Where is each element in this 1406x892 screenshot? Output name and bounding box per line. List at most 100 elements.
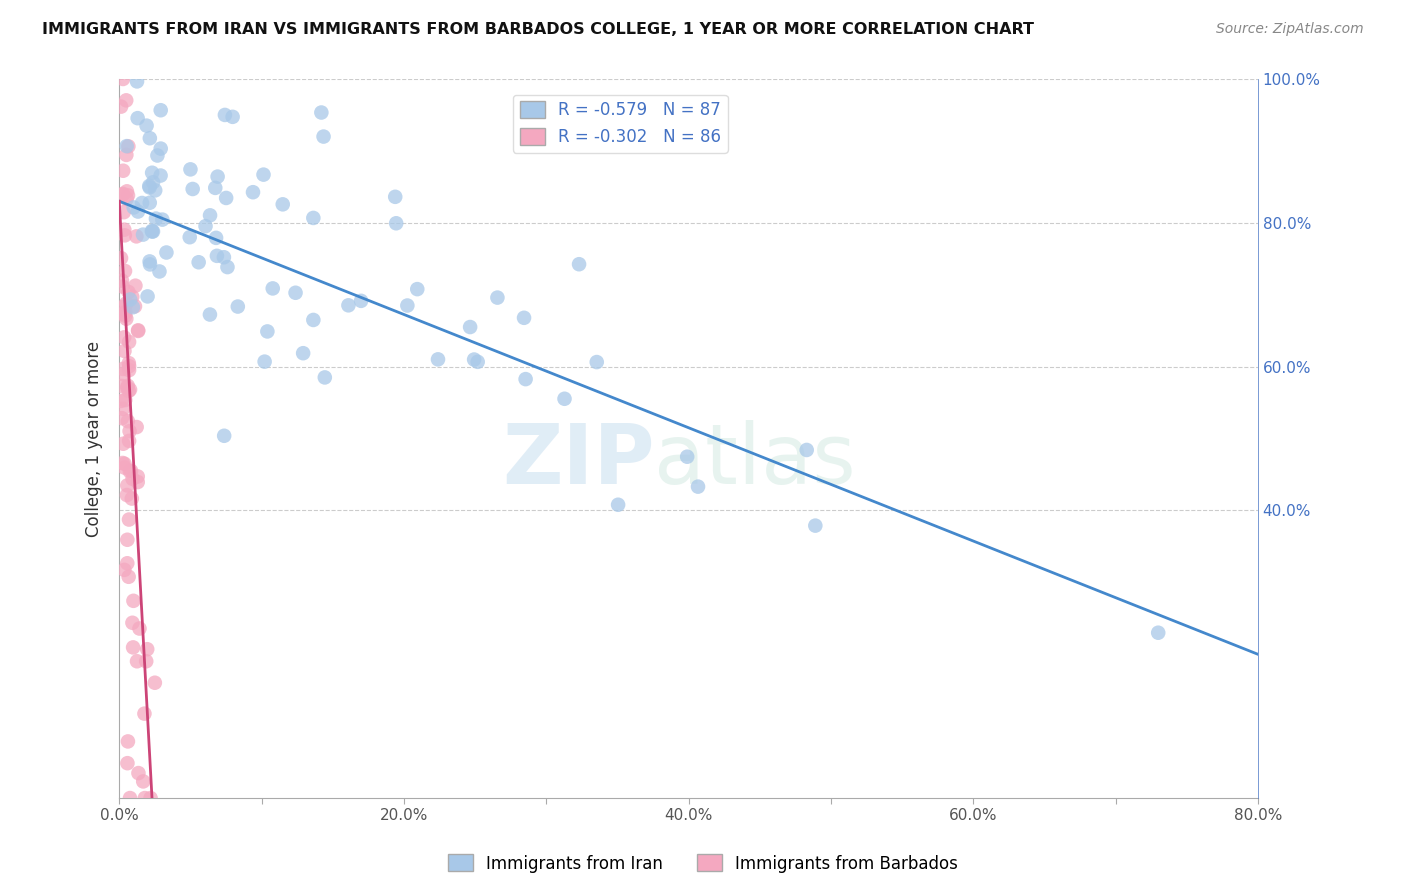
Point [194, 219, 217, 234]
Point [118, 383, 141, 397]
Point [262, 281, 284, 295]
Point [384, 190, 406, 204]
Point [114, 457, 136, 471]
Point [110, 100, 132, 114]
Point [114, 392, 136, 407]
Point [226, 300, 249, 314]
Point [124, 278, 146, 293]
Point [568, 257, 591, 271]
Point [112, 163, 135, 178]
Point [117, 285, 139, 299]
Point [134, 706, 156, 721]
Point [117, 756, 139, 771]
Legend: R = -0.579   N = 87, R = -0.302   N = 86: R = -0.579 N = 87, R = -0.302 N = 86 [513, 95, 727, 153]
Point [292, 346, 315, 360]
Text: IMMIGRANTS FROM IRAN VS IMMIGRANTS FROM BARBADOS COLLEGE, 1 YEAR OR MORE CORRELA: IMMIGRANTS FROM IRAN VS IMMIGRANTS FROM … [42, 22, 1035, 37]
Point [111, 379, 134, 393]
Point [302, 313, 325, 327]
Point [111, 186, 134, 201]
Point [125, 420, 148, 434]
Point [207, 169, 229, 184]
Point [149, 103, 172, 118]
Point [138, 254, 160, 268]
Point [115, 185, 138, 199]
Point [136, 642, 159, 657]
Point [117, 533, 139, 547]
Point [198, 308, 221, 322]
Point [121, 615, 143, 630]
Point [114, 228, 136, 243]
Point [112, 307, 135, 321]
Point [132, 227, 155, 242]
Point [118, 359, 141, 374]
Point [127, 475, 149, 489]
Point [110, 251, 132, 265]
Point [110, 393, 132, 408]
Point [145, 211, 167, 226]
Point [215, 191, 238, 205]
Point [252, 168, 274, 182]
Point [118, 465, 141, 479]
Point [117, 734, 139, 748]
Point [111, 187, 134, 202]
Point [350, 293, 373, 308]
Point [513, 310, 536, 325]
Point [139, 257, 162, 271]
Point [198, 208, 221, 222]
Point [271, 197, 294, 211]
Point [117, 381, 139, 395]
Point [111, 456, 134, 470]
Point [217, 260, 239, 274]
Point [253, 354, 276, 368]
Text: ZIP: ZIP [502, 419, 654, 500]
Point [141, 225, 163, 239]
Text: Source: ZipAtlas.com: Source: ZipAtlas.com [1216, 22, 1364, 37]
Point [141, 166, 163, 180]
Point [179, 162, 201, 177]
Point [312, 129, 335, 144]
Point [115, 139, 138, 153]
Point [148, 264, 170, 278]
Point [118, 791, 141, 805]
Point [204, 181, 226, 195]
Point [139, 131, 162, 145]
Point [117, 414, 139, 428]
Point [112, 205, 135, 219]
Point [118, 424, 141, 438]
Point [118, 356, 141, 370]
Point [149, 142, 172, 156]
Point [121, 472, 143, 486]
Legend: Immigrants from Iran, Immigrants from Barbados: Immigrants from Iran, Immigrants from Ba… [441, 847, 965, 880]
Point [686, 480, 709, 494]
Point [406, 282, 429, 296]
Point [125, 654, 148, 668]
Point [676, 450, 699, 464]
Point [139, 195, 162, 210]
Point [146, 148, 169, 162]
Point [212, 250, 235, 264]
Point [150, 212, 173, 227]
Point [127, 204, 149, 219]
Point [463, 352, 485, 367]
Point [111, 300, 134, 314]
Point [122, 300, 145, 314]
Point [124, 299, 146, 313]
Point [117, 556, 139, 570]
Point [121, 491, 143, 506]
Point [122, 594, 145, 608]
Point [111, 274, 134, 288]
Point [284, 285, 307, 300]
Point [127, 469, 149, 483]
Point [118, 570, 141, 584]
Point [120, 464, 142, 478]
Point [118, 512, 141, 526]
Point [142, 224, 165, 238]
Point [131, 196, 153, 211]
Point [179, 230, 201, 244]
Point [804, 518, 827, 533]
Point [111, 72, 134, 87]
Point [458, 320, 481, 334]
Point [118, 384, 141, 398]
Point [796, 442, 818, 457]
Point [115, 311, 138, 326]
